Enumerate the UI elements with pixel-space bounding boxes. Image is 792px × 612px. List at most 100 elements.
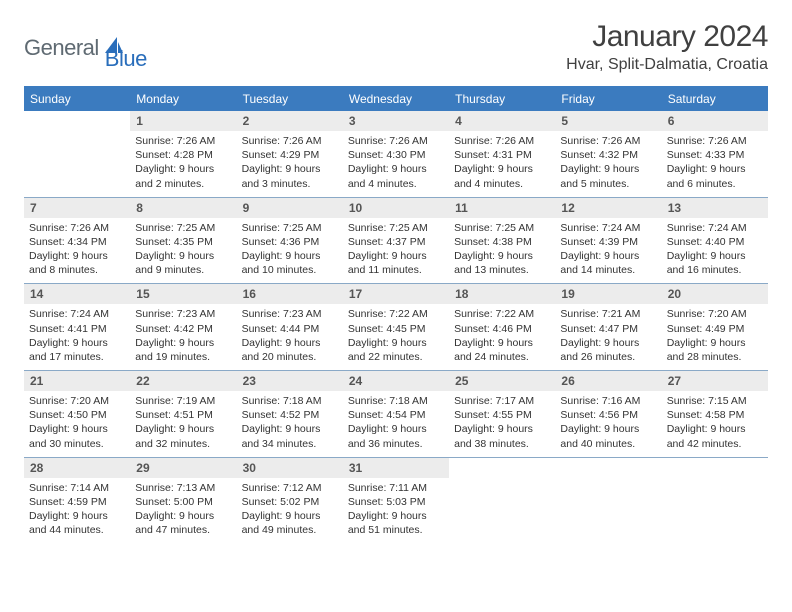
day-line: Daylight: 9 hours and 13 minutes. — [454, 249, 550, 277]
day-number: 24 — [343, 371, 449, 391]
day-line: Sunset: 4:29 PM — [242, 148, 338, 162]
day-cell: 20Sunrise: 7:20 AMSunset: 4:49 PMDayligh… — [662, 284, 768, 370]
day-body: Sunrise: 7:14 AMSunset: 4:59 PMDaylight:… — [24, 478, 130, 544]
day-body — [662, 464, 768, 473]
day-body: Sunrise: 7:25 AMSunset: 4:38 PMDaylight:… — [449, 218, 555, 284]
day-number: 13 — [662, 198, 768, 218]
day-line: Sunrise: 7:13 AM — [135, 481, 231, 495]
day-line: Sunrise: 7:26 AM — [135, 134, 231, 148]
day-number: 28 — [24, 458, 130, 478]
day-line: Sunset: 4:38 PM — [454, 235, 550, 249]
day-body: Sunrise: 7:26 AMSunset: 4:32 PMDaylight:… — [555, 131, 661, 197]
day-body: Sunrise: 7:23 AMSunset: 4:44 PMDaylight:… — [237, 304, 343, 370]
month-title: January 2024 — [566, 20, 768, 54]
day-line: Sunset: 4:51 PM — [135, 408, 231, 422]
day-line: Sunrise: 7:11 AM — [348, 481, 444, 495]
day-line: Sunrise: 7:19 AM — [135, 394, 231, 408]
day-body: Sunrise: 7:21 AMSunset: 4:47 PMDaylight:… — [555, 304, 661, 370]
day-line: Daylight: 9 hours and 11 minutes. — [348, 249, 444, 277]
day-line: Sunset: 4:59 PM — [29, 495, 125, 509]
day-body: Sunrise: 7:22 AMSunset: 4:45 PMDaylight:… — [343, 304, 449, 370]
calendar: SundayMondayTuesdayWednesdayThursdayFrid… — [24, 86, 768, 543]
week-row: 14Sunrise: 7:24 AMSunset: 4:41 PMDayligh… — [24, 284, 768, 371]
day-cell: 22Sunrise: 7:19 AMSunset: 4:51 PMDayligh… — [130, 371, 236, 457]
day-body — [449, 464, 555, 473]
day-line: Daylight: 9 hours and 14 minutes. — [560, 249, 656, 277]
day-body: Sunrise: 7:17 AMSunset: 4:55 PMDaylight:… — [449, 391, 555, 457]
day-body — [555, 464, 661, 473]
day-body: Sunrise: 7:24 AMSunset: 4:41 PMDaylight:… — [24, 304, 130, 370]
day-body: Sunrise: 7:18 AMSunset: 4:52 PMDaylight:… — [237, 391, 343, 457]
day-line: Sunset: 4:45 PM — [348, 322, 444, 336]
day-cell: 31Sunrise: 7:11 AMSunset: 5:03 PMDayligh… — [343, 458, 449, 544]
day-line: Sunrise: 7:24 AM — [560, 221, 656, 235]
logo-text-blue: Blue — [105, 46, 147, 72]
day-cell: 17Sunrise: 7:22 AMSunset: 4:45 PMDayligh… — [343, 284, 449, 370]
day-cell: 8Sunrise: 7:25 AMSunset: 4:35 PMDaylight… — [130, 198, 236, 284]
day-line: Daylight: 9 hours and 51 minutes. — [348, 509, 444, 537]
day-header: Thursday — [449, 87, 555, 111]
day-line: Sunrise: 7:26 AM — [29, 221, 125, 235]
week-row: 28Sunrise: 7:14 AMSunset: 4:59 PMDayligh… — [24, 458, 768, 544]
day-line: Sunset: 4:56 PM — [560, 408, 656, 422]
day-line: Sunset: 4:32 PM — [560, 148, 656, 162]
day-line: Daylight: 9 hours and 4 minutes. — [454, 162, 550, 190]
day-line: Daylight: 9 hours and 4 minutes. — [348, 162, 444, 190]
day-number: 4 — [449, 111, 555, 131]
day-cell: 13Sunrise: 7:24 AMSunset: 4:40 PMDayligh… — [662, 198, 768, 284]
day-line: Sunset: 4:50 PM — [29, 408, 125, 422]
day-body: Sunrise: 7:11 AMSunset: 5:03 PMDaylight:… — [343, 478, 449, 544]
day-line: Sunset: 4:37 PM — [348, 235, 444, 249]
day-line: Sunrise: 7:25 AM — [242, 221, 338, 235]
day-cell: 10Sunrise: 7:25 AMSunset: 4:37 PMDayligh… — [343, 198, 449, 284]
day-line: Sunrise: 7:23 AM — [242, 307, 338, 321]
day-line: Sunrise: 7:20 AM — [667, 307, 763, 321]
day-body: Sunrise: 7:12 AMSunset: 5:02 PMDaylight:… — [237, 478, 343, 544]
day-body: Sunrise: 7:24 AMSunset: 4:39 PMDaylight:… — [555, 218, 661, 284]
day-line: Daylight: 9 hours and 24 minutes. — [454, 336, 550, 364]
day-body: Sunrise: 7:20 AMSunset: 4:50 PMDaylight:… — [24, 391, 130, 457]
day-line: Sunset: 4:44 PM — [242, 322, 338, 336]
day-line: Sunset: 5:02 PM — [242, 495, 338, 509]
day-number: 25 — [449, 371, 555, 391]
day-line: Daylight: 9 hours and 5 minutes. — [560, 162, 656, 190]
day-body: Sunrise: 7:24 AMSunset: 4:40 PMDaylight:… — [662, 218, 768, 284]
day-header: Sunday — [24, 87, 130, 111]
day-cell: 29Sunrise: 7:13 AMSunset: 5:00 PMDayligh… — [130, 458, 236, 544]
day-line: Sunset: 4:55 PM — [454, 408, 550, 422]
day-header: Monday — [130, 87, 236, 111]
day-line: Sunrise: 7:16 AM — [560, 394, 656, 408]
day-cell: 27Sunrise: 7:15 AMSunset: 4:58 PMDayligh… — [662, 371, 768, 457]
day-line: Daylight: 9 hours and 38 minutes. — [454, 422, 550, 450]
day-line: Sunrise: 7:15 AM — [667, 394, 763, 408]
day-number: 9 — [237, 198, 343, 218]
day-line: Sunset: 4:33 PM — [667, 148, 763, 162]
day-line: Sunrise: 7:22 AM — [454, 307, 550, 321]
day-cell: 14Sunrise: 7:24 AMSunset: 4:41 PMDayligh… — [24, 284, 130, 370]
day-line: Sunrise: 7:26 AM — [454, 134, 550, 148]
day-body: Sunrise: 7:25 AMSunset: 4:36 PMDaylight:… — [237, 218, 343, 284]
day-number: 1 — [130, 111, 236, 131]
day-cell: 12Sunrise: 7:24 AMSunset: 4:39 PMDayligh… — [555, 198, 661, 284]
day-number: 17 — [343, 284, 449, 304]
day-line: Sunset: 4:46 PM — [454, 322, 550, 336]
day-number: 14 — [24, 284, 130, 304]
day-cell: 16Sunrise: 7:23 AMSunset: 4:44 PMDayligh… — [237, 284, 343, 370]
day-line: Daylight: 9 hours and 3 minutes. — [242, 162, 338, 190]
location: Hvar, Split-Dalmatia, Croatia — [566, 56, 768, 74]
day-body: Sunrise: 7:19 AMSunset: 4:51 PMDaylight:… — [130, 391, 236, 457]
day-body: Sunrise: 7:25 AMSunset: 4:37 PMDaylight:… — [343, 218, 449, 284]
day-number: 11 — [449, 198, 555, 218]
day-cell: 6Sunrise: 7:26 AMSunset: 4:33 PMDaylight… — [662, 111, 768, 197]
day-line: Sunrise: 7:21 AM — [560, 307, 656, 321]
day-cell: 15Sunrise: 7:23 AMSunset: 4:42 PMDayligh… — [130, 284, 236, 370]
day-line: Daylight: 9 hours and 6 minutes. — [667, 162, 763, 190]
day-number: 19 — [555, 284, 661, 304]
day-line: Sunrise: 7:26 AM — [560, 134, 656, 148]
day-cell — [449, 458, 555, 544]
day-number: 2 — [237, 111, 343, 131]
day-line: Daylight: 9 hours and 9 minutes. — [135, 249, 231, 277]
week-row: 7Sunrise: 7:26 AMSunset: 4:34 PMDaylight… — [24, 198, 768, 285]
day-number: 22 — [130, 371, 236, 391]
day-line: Sunset: 4:52 PM — [242, 408, 338, 422]
